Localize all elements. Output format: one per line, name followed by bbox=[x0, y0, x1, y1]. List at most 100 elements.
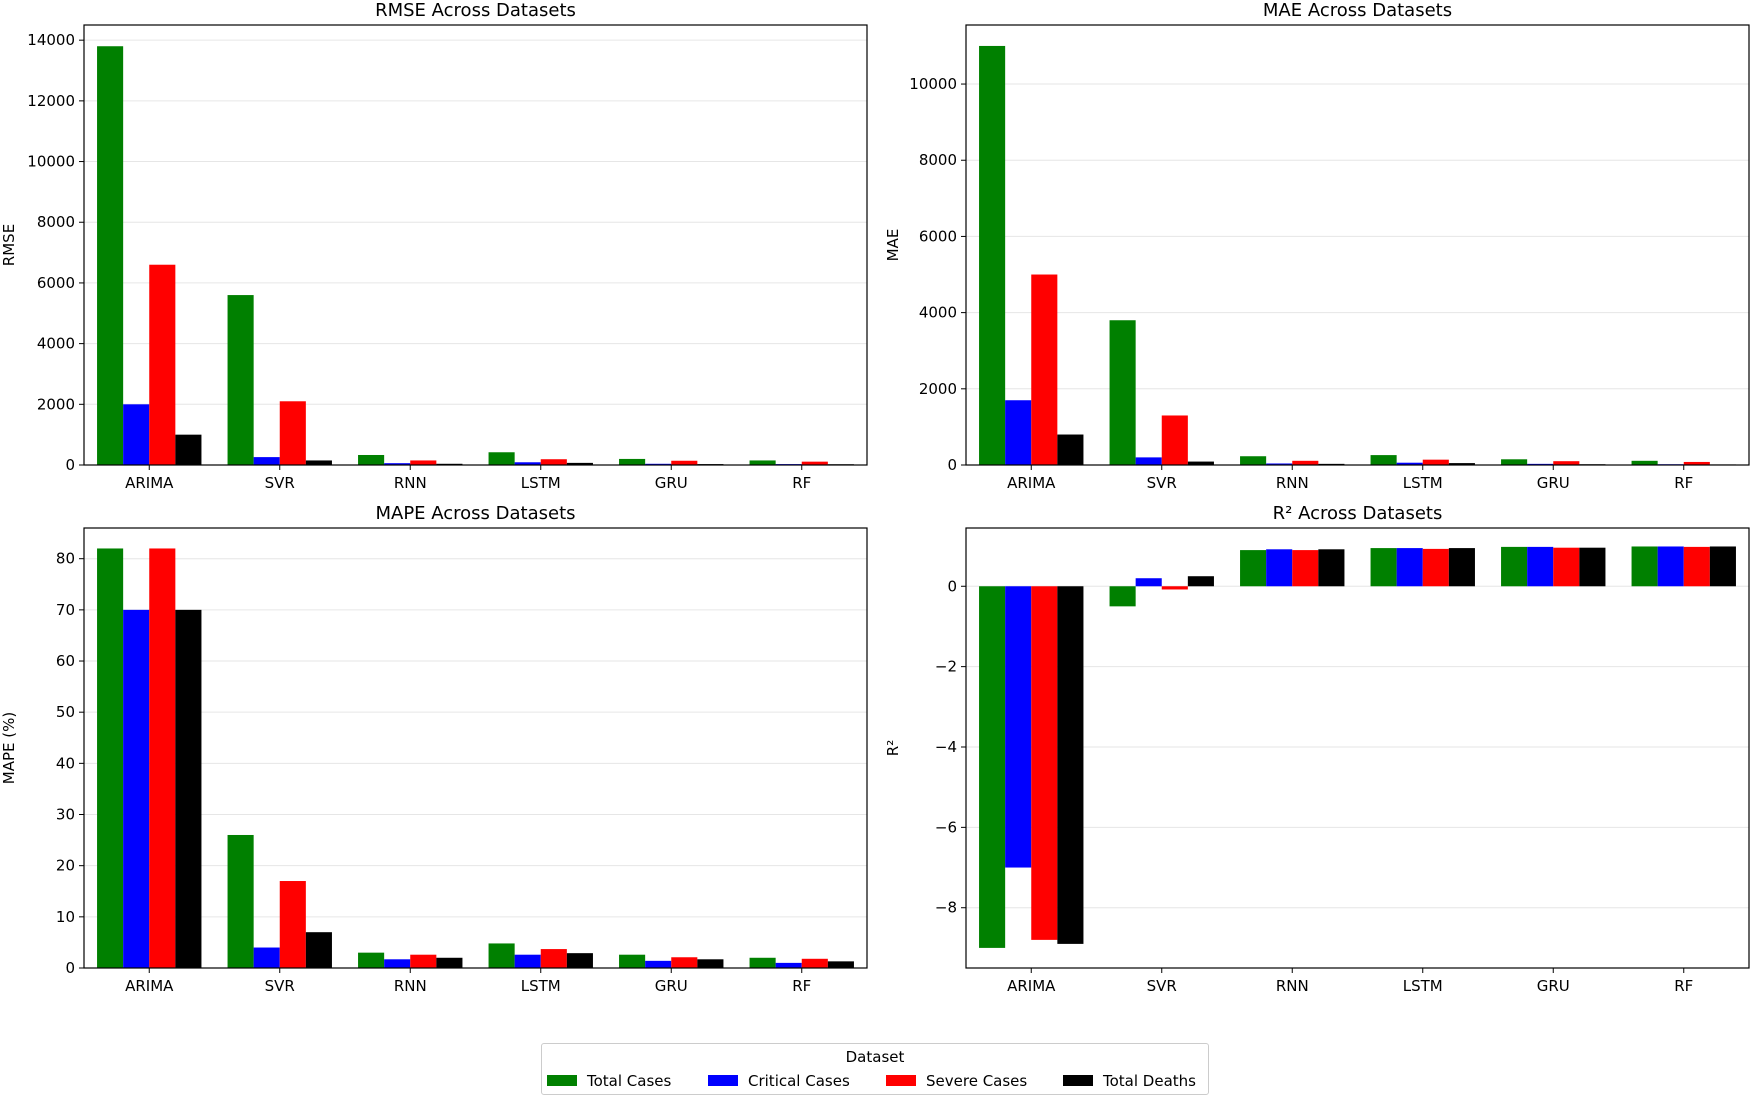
x-tick-label-lstm: LSTM bbox=[521, 474, 561, 492]
y-tick-label: 80 bbox=[56, 550, 75, 568]
bar-gru-severe-cases bbox=[1553, 461, 1580, 465]
chart-title: R² Across Datasets bbox=[1273, 503, 1443, 524]
bar-rnn-severe-cases bbox=[1292, 550, 1319, 587]
y-axis-label: RMSE bbox=[0, 224, 18, 266]
axes-frame bbox=[83, 24, 868, 466]
legend-item-severe-cases: Severe Cases bbox=[886, 1072, 1027, 1090]
bar-rnn-critical-cases bbox=[384, 959, 411, 968]
axes-frame bbox=[965, 527, 1750, 969]
x-tick-label-arima: ARIMA bbox=[125, 474, 174, 492]
y-tick-label: 6000 bbox=[37, 274, 75, 292]
bar-arima-total-deaths bbox=[1057, 434, 1084, 465]
axes-frame bbox=[83, 527, 868, 969]
bar-arima-critical-cases bbox=[123, 609, 150, 968]
x-tick-label-gru: GRU bbox=[655, 977, 688, 995]
bar-lstm-severe-cases bbox=[1422, 548, 1449, 587]
bar-rnn-severe-cases bbox=[410, 460, 437, 465]
x-tick-label-gru: GRU bbox=[1537, 474, 1570, 492]
bar-lstm-severe-cases bbox=[540, 459, 567, 465]
bar-rf-total-cases bbox=[749, 957, 776, 968]
x-tick-label-svr: SVR bbox=[265, 474, 295, 492]
bar-lstm-total-cases bbox=[488, 452, 515, 465]
bar-rnn-critical-cases bbox=[384, 463, 411, 465]
x-tick-label-rnn: RNN bbox=[394, 977, 427, 995]
bar-svr-severe-cases bbox=[279, 401, 306, 465]
bar-lstm-total-deaths bbox=[1448, 548, 1475, 587]
y-tick-label: 4000 bbox=[919, 304, 957, 322]
bar-rf-severe-cases bbox=[801, 461, 828, 465]
y-tick-label: 8000 bbox=[919, 151, 957, 169]
bar-arima-severe-cases bbox=[149, 548, 176, 968]
bar-arima-critical-cases bbox=[1005, 400, 1032, 465]
chart-panel-4: ARIMA SVR RNN LSTM GRU RF 0 −2 −4 −6 −8 R² Across D… bbox=[884, 503, 1750, 995]
x-tick-label-lstm: LSTM bbox=[1403, 474, 1443, 492]
x-tick-label-rnn: RNN bbox=[1276, 977, 1309, 995]
bar-arima-severe-cases bbox=[1031, 274, 1058, 465]
y-tick-label: −4 bbox=[935, 738, 957, 756]
bar-lstm-critical-cases bbox=[514, 954, 541, 968]
x-tick-label-rf: RF bbox=[792, 977, 811, 995]
bar-svr-critical-cases bbox=[1135, 578, 1162, 587]
legend-item-total-deaths: Total Deaths bbox=[1063, 1072, 1196, 1090]
bar-rnn-severe-cases bbox=[410, 954, 437, 968]
x-tick-label-rnn: RNN bbox=[1276, 474, 1309, 492]
x-tick-label-rf: RF bbox=[1674, 474, 1693, 492]
legend-label-severe-cases: Severe Cases bbox=[926, 1072, 1028, 1090]
bar-svr-total-deaths bbox=[1187, 461, 1214, 465]
bar-rnn-total-deaths bbox=[1318, 549, 1345, 587]
x-tick-label-rf: RF bbox=[1674, 977, 1693, 995]
y-tick-label: 60 bbox=[56, 652, 75, 670]
chart-panel-3: ARIMA SVR RNN LSTM GRU RF 0 10 20 30 40 50 60 70 80 MAP… bbox=[0, 503, 868, 995]
bar-rf-total-deaths bbox=[827, 961, 854, 968]
bar-rf-total-cases bbox=[1631, 460, 1658, 465]
bar-svr-critical-cases bbox=[1135, 457, 1162, 465]
bar-lstm-critical-cases bbox=[1396, 548, 1423, 587]
bar-arima-total-deaths bbox=[1057, 586, 1084, 944]
bar-lstm-total-cases bbox=[488, 943, 515, 968]
bar-gru-total-cases bbox=[1501, 459, 1528, 465]
bar-svr-total-cases bbox=[227, 295, 254, 465]
bar-arima-critical-cases bbox=[123, 404, 150, 465]
bar-rnn-critical-cases bbox=[1266, 463, 1293, 465]
y-tick-label: 20 bbox=[56, 857, 75, 875]
y-tick-label: 10000 bbox=[27, 153, 75, 171]
bar-svr-total-deaths bbox=[1187, 576, 1214, 587]
x-tick-label-svr: SVR bbox=[1147, 977, 1177, 995]
y-tick-label: 0 bbox=[947, 456, 957, 474]
bar-svr-total-cases bbox=[227, 834, 254, 968]
bar-rf-critical-cases bbox=[775, 962, 802, 968]
legend-label-total-deaths: Total Deaths bbox=[1103, 1072, 1196, 1090]
legend-swatch-total-deaths bbox=[1063, 1074, 1093, 1086]
bar-rf-total-deaths bbox=[1709, 546, 1736, 587]
x-tick-label-arima: ARIMA bbox=[1007, 474, 1056, 492]
y-tick-label: 10 bbox=[56, 908, 75, 926]
bar-lstm-critical-cases bbox=[1396, 462, 1423, 465]
bar-gru-severe-cases bbox=[671, 957, 698, 968]
bar-gru-total-deaths bbox=[1579, 547, 1606, 587]
chart-title: MAE Across Datasets bbox=[1263, 0, 1452, 21]
bar-lstm-critical-cases bbox=[514, 462, 541, 465]
bar-rf-total-cases bbox=[749, 460, 776, 465]
bar-lstm-total-cases bbox=[1370, 548, 1397, 587]
legend-label-total-cases: Total Cases bbox=[587, 1072, 672, 1090]
y-tick-label: 4000 bbox=[37, 335, 75, 353]
x-tick-label-svr: SVR bbox=[265, 977, 295, 995]
bar-gru-critical-cases bbox=[645, 463, 672, 465]
bar-rnn-critical-cases bbox=[1266, 549, 1293, 587]
y-tick-label: 0 bbox=[65, 959, 75, 977]
bar-rnn-total-deaths bbox=[436, 957, 463, 968]
bar-gru-critical-cases bbox=[645, 960, 672, 968]
y-tick-label: 0 bbox=[65, 456, 75, 474]
bar-arima-total-cases bbox=[97, 46, 124, 466]
y-axis-label: R² bbox=[884, 740, 902, 756]
bar-rf-severe-cases bbox=[801, 958, 828, 968]
y-tick-label: 50 bbox=[56, 703, 75, 721]
bar-arima-total-deaths bbox=[175, 434, 202, 465]
bar-arima-total-deaths bbox=[175, 609, 202, 968]
x-tick-label-svr: SVR bbox=[1147, 474, 1177, 492]
bar-svr-total-deaths bbox=[305, 932, 332, 968]
x-tick-label-rnn: RNN bbox=[394, 474, 427, 492]
bar-svr-critical-cases bbox=[253, 457, 280, 465]
bar-rf-severe-cases bbox=[1683, 461, 1710, 465]
